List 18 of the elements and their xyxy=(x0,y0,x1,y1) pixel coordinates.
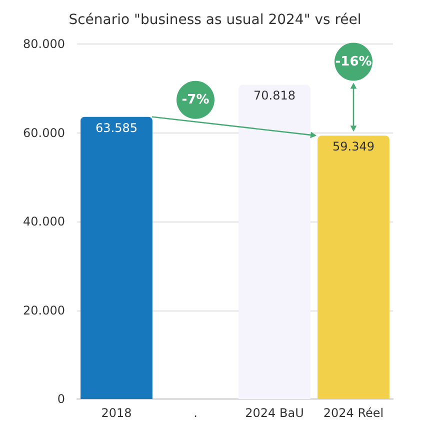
chart-title: Scénario "business as usual 2024" vs réel xyxy=(68,12,362,28)
data-label: 63.585 xyxy=(96,120,138,135)
y-tick-label: 0 xyxy=(57,392,65,406)
x-tick-label: 2024 BaU xyxy=(245,406,304,420)
y-tick-label: 60.000 xyxy=(23,126,65,140)
annotation: -7% xyxy=(182,92,210,108)
data-label: 59.349 xyxy=(332,140,374,154)
data-label: 70.818 xyxy=(254,88,296,103)
y-tick-label: 80.000 xyxy=(23,37,65,51)
bar xyxy=(238,84,310,399)
bar xyxy=(318,136,390,399)
bar xyxy=(80,116,152,399)
x-tick-label: 2018 xyxy=(101,406,132,420)
y-tick-label: 40.000 xyxy=(23,214,65,228)
x-tick-label: 2024 Réel xyxy=(323,406,384,420)
x-tick-label: . xyxy=(194,406,198,420)
y-tick-label: 20.000 xyxy=(23,303,65,318)
annotation: -16% xyxy=(335,54,372,70)
